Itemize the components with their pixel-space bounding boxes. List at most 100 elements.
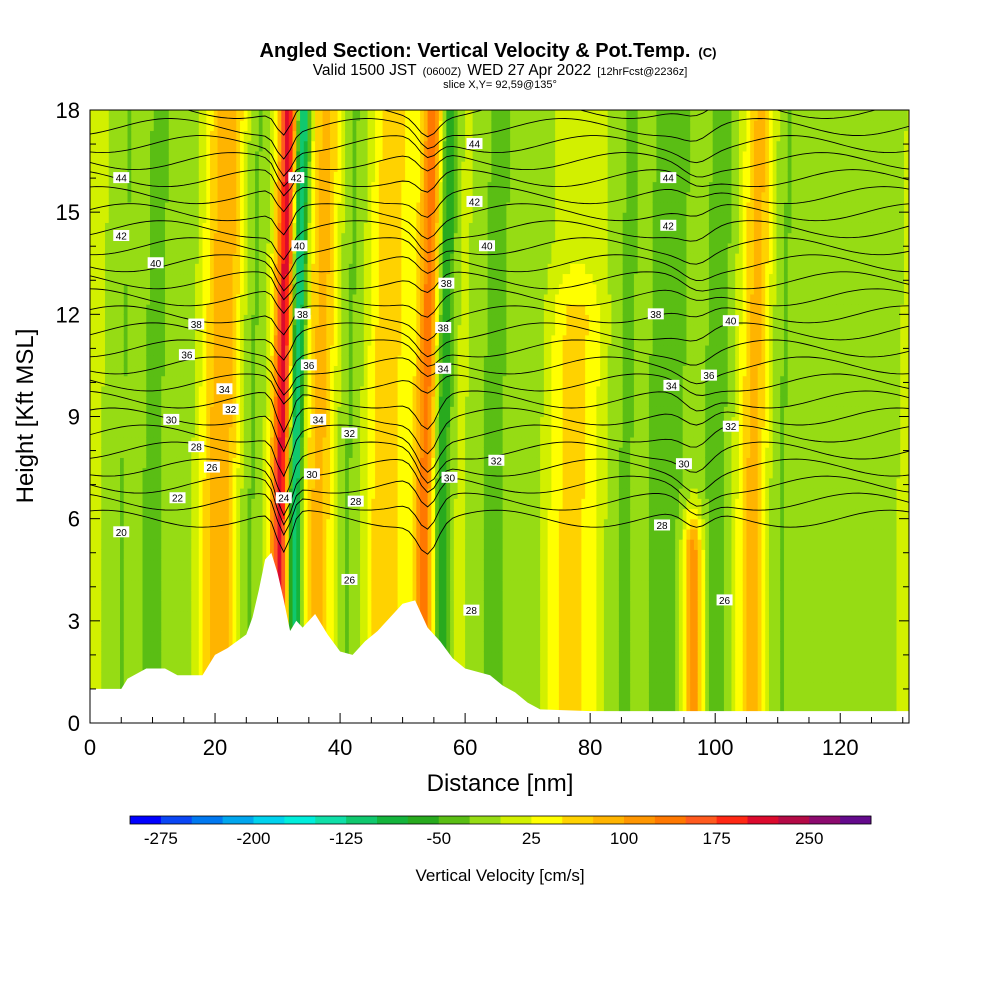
velocity-cell [161, 457, 166, 469]
velocity-cell [210, 528, 215, 540]
velocity-cell [393, 201, 399, 213]
velocity-cell [348, 181, 354, 193]
velocity-cell [225, 579, 230, 591]
velocity-cell [202, 539, 207, 550]
velocity-cell [311, 518, 316, 530]
velocity-cell [337, 539, 342, 550]
velocity-cell [322, 467, 327, 479]
velocity-cell [150, 120, 155, 132]
velocity-cell [157, 406, 162, 418]
velocity-cell [258, 110, 264, 121]
velocity-cell [352, 436, 357, 448]
velocity-cell [105, 498, 110, 510]
velocity-cell [318, 324, 324, 336]
velocity-cell [382, 161, 387, 172]
velocity-cell [123, 293, 129, 305]
velocity-cell [150, 365, 155, 377]
velocity-cell [112, 641, 117, 653]
velocity-cell [311, 253, 316, 264]
velocity-cell [386, 273, 391, 285]
velocity-cell [333, 242, 339, 254]
velocity-cell [101, 508, 106, 520]
velocity-cell [168, 293, 174, 305]
velocity-cell [176, 641, 181, 653]
velocity-cell [90, 171, 95, 183]
velocity-cell [333, 293, 339, 305]
velocity-cell [322, 161, 327, 172]
velocity-cell [300, 457, 305, 469]
velocity-cell [217, 528, 222, 540]
velocity-cell [311, 436, 316, 448]
velocity-cell [206, 416, 211, 428]
velocity-cell [221, 508, 226, 520]
velocity-cell [150, 293, 155, 305]
velocity-cell [337, 273, 342, 285]
velocity-cell [183, 559, 189, 571]
velocity-cell [120, 242, 125, 254]
velocity-cell [243, 518, 249, 530]
velocity-cell [191, 579, 196, 591]
velocity-cell [176, 110, 181, 121]
velocity-cell [273, 539, 279, 550]
velocity-cell [112, 293, 117, 305]
velocity-cell [157, 620, 162, 632]
velocity-cell [333, 539, 339, 550]
velocity-cell [90, 661, 95, 673]
velocity-cell [363, 579, 369, 591]
velocity-cell [393, 140, 399, 152]
velocity-cell [341, 528, 346, 540]
velocity-cell [311, 283, 316, 295]
velocity-cell [363, 171, 369, 183]
velocity-cell [375, 344, 380, 356]
velocity-cell [322, 385, 327, 397]
velocity-cell [337, 201, 342, 213]
velocity-cell [363, 396, 369, 407]
velocity-cell [330, 631, 335, 642]
velocity-cell [142, 130, 147, 142]
velocity-cell [138, 447, 144, 458]
velocity-cell [157, 242, 162, 254]
velocity-cell [390, 457, 395, 469]
velocity-cell [371, 201, 376, 213]
velocity-cell [360, 610, 365, 622]
velocity-cell [390, 201, 395, 213]
velocity-cell [206, 273, 211, 285]
velocity-cell [251, 191, 256, 203]
velocity-cell [172, 569, 177, 581]
velocity-cell [112, 242, 117, 254]
velocity-cell [127, 661, 132, 673]
velocity-cell [348, 314, 354, 326]
velocity-cell [337, 304, 342, 315]
velocity-cell [277, 416, 282, 428]
velocity-cell [236, 631, 241, 642]
velocity-cell [165, 222, 170, 234]
velocity-cell [243, 467, 249, 479]
velocity-cell [108, 385, 114, 397]
velocity-cell [138, 426, 144, 438]
velocity-cell [378, 304, 384, 315]
velocity-cell [198, 273, 204, 285]
velocity-cell [210, 201, 215, 213]
velocity-cell [157, 610, 162, 622]
velocity-cell [307, 426, 312, 438]
velocity-cell [356, 344, 361, 356]
velocity-cell [273, 273, 279, 285]
velocity-cell [352, 304, 357, 315]
velocity-cell [232, 416, 237, 428]
velocity-cell [93, 304, 99, 315]
velocity-cell [337, 242, 342, 254]
velocity-cell [326, 396, 331, 407]
velocity-cell [356, 406, 361, 418]
velocity-cell [352, 528, 357, 540]
velocity-cell [108, 579, 114, 591]
velocity-cell [326, 385, 331, 397]
velocity-cell [187, 549, 192, 561]
velocity-cell [243, 161, 249, 172]
velocity-cell [221, 436, 226, 448]
velocity-cell [371, 488, 376, 499]
velocity-cell [135, 171, 140, 183]
velocity-cell [363, 631, 369, 642]
velocity-cell [266, 549, 271, 561]
velocity-cell [116, 375, 121, 387]
velocity-cell [195, 120, 200, 132]
